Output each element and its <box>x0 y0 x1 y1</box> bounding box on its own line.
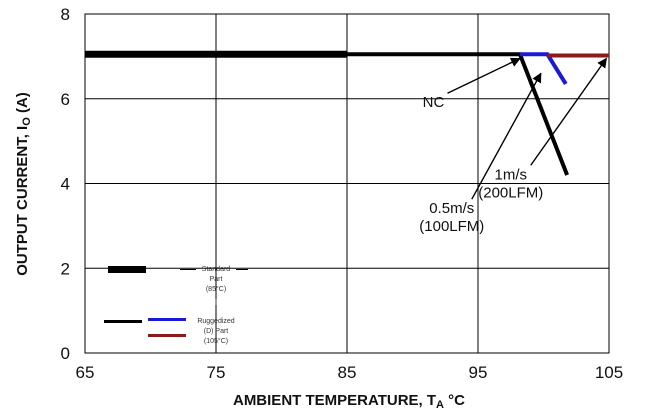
x-axis-title-sub: A <box>436 399 444 411</box>
x-tick-label: 75 <box>207 363 226 382</box>
x-tick-label: 65 <box>76 363 95 382</box>
grid-lines <box>84 13 610 354</box>
y-axis-title-sub: O <box>21 117 33 126</box>
legend-swatch-standard <box>108 266 146 273</box>
x-tick-label: 105 <box>595 363 623 382</box>
y-axis-title-main: OUTPUT CURRENT, I <box>14 126 31 276</box>
annotation-label: 1m/s <box>494 166 527 183</box>
y-tick-label: 0 <box>61 344 70 363</box>
x-tick-label: 85 <box>338 363 357 382</box>
x-axis-title-unit: °C <box>444 392 465 409</box>
legend-label-standard: (85°C) <box>206 285 226 293</box>
legend: Standard Part (85°C) Ruggedized (D) Part (105… <box>104 266 248 345</box>
x-axis-title: AMBIENT TEMPERATURE, TA °C <box>233 392 465 411</box>
x-tick-labels: 65 75 85 95 105 <box>76 363 624 382</box>
annotation-label: (100LFM) <box>419 218 484 235</box>
x-axis-title-main: AMBIENT TEMPERATURE, T <box>233 392 436 409</box>
legend-label-ruggedized: (D) Part <box>204 328 229 335</box>
series-line <box>347 52 569 176</box>
annotation-arrow <box>447 57 521 94</box>
y-axis-title-unit: (A) <box>14 92 31 117</box>
y-tick-label: 8 <box>61 5 70 24</box>
annotation-label: (200LFM) <box>478 184 543 201</box>
annotation-label: NC <box>423 94 445 111</box>
y-axis-title: OUTPUT CURRENT, IO (A) <box>14 92 33 276</box>
legend-label-standard: Standard <box>202 266 231 273</box>
series-lines <box>85 50 609 176</box>
annotation-label: 0.5m/s <box>429 200 474 217</box>
legend-label-ruggedized: Ruggedized <box>197 318 234 325</box>
annotations: NC 1m/s(200LFM)0.5m/s(100LFM) <box>419 57 607 235</box>
legend-label-standard: Part <box>210 276 223 283</box>
y-tick-labels: 0 2 4 6 8 <box>61 5 70 363</box>
legend-label-ruggedized: (105°C) <box>204 337 228 345</box>
y-tick-label: 4 <box>61 175 70 194</box>
x-tick-label: 95 <box>469 363 488 382</box>
y-tick-label: 6 <box>61 90 70 109</box>
annotation-arrow <box>530 57 607 166</box>
annotation-arrow <box>471 72 542 200</box>
y-tick-label: 2 <box>61 259 70 278</box>
